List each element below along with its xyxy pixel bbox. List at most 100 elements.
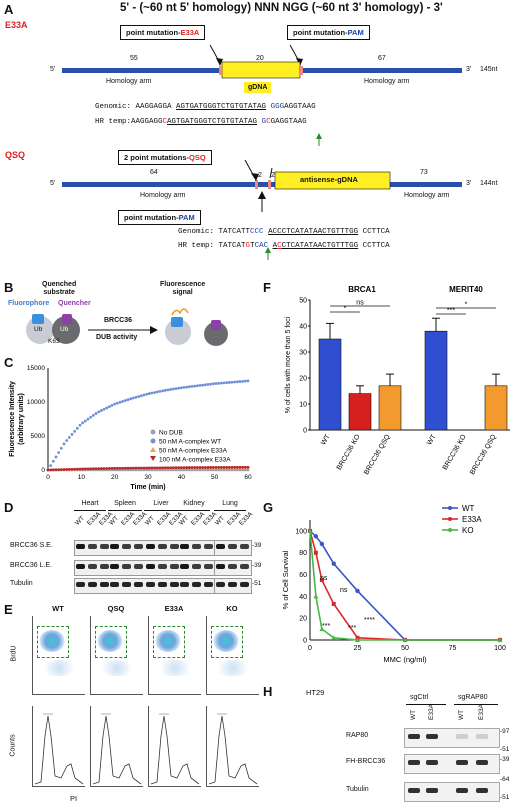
d-band [88, 582, 97, 587]
g-point [319, 626, 325, 632]
f-bar [318, 338, 342, 431]
f-ytick-label: 0 [303, 428, 307, 435]
g-point [313, 550, 318, 555]
c-xtick-label: 30 [144, 474, 152, 481]
e-ylabel-bottom: Counts [9, 734, 17, 757]
d-band [158, 564, 167, 569]
b-arrow-label1: BRCC36 [104, 317, 133, 324]
d-tissue-line [178, 510, 210, 511]
g-legend-marker [448, 528, 452, 532]
qsq-homology-left: Homology arm [140, 192, 186, 199]
panel-c-chart: 0 5000 10000 15000 0 10 20 30 40 50 60 Time (min) Fl… [9, 365, 252, 491]
h-band [408, 760, 420, 765]
c-point-1 [115, 401, 119, 405]
c-point-3 [238, 465, 242, 469]
c-point-3 [94, 467, 98, 471]
c-point-3 [222, 465, 226, 469]
e33a-genomic-seq: Genomic: AAGGAGGA AGTGATGGGTCTGTGTATAG G… [95, 103, 316, 111]
f-sig-label: * [465, 302, 468, 309]
c-point-0 [198, 468, 202, 472]
d-tissue-line [74, 510, 106, 511]
c-point-3 [171, 466, 175, 470]
g-point [402, 637, 408, 642]
c-point-3 [187, 466, 191, 469]
h-group-line [406, 704, 446, 705]
c-point-1 [137, 395, 141, 398]
h-mw-label: -39 [500, 756, 510, 763]
f-bar [424, 330, 448, 431]
e-histogram [32, 706, 85, 787]
c-legend-marker [150, 429, 156, 435]
panel-e-flow: WT QSQ E33A KO BrdU Counts PI [10, 602, 260, 808]
e33a-tag: E33A [5, 20, 28, 30]
e-ylabel-top: BrdU [10, 645, 18, 662]
d-band [158, 544, 167, 549]
c-point-0 [169, 468, 173, 472]
c-point-3 [195, 466, 199, 469]
c-point-1 [195, 384, 199, 388]
e33a-mutation-box: point mutation-E33A [120, 25, 206, 40]
d-band [110, 582, 119, 587]
c-legend-marker [150, 456, 156, 461]
g-point [319, 541, 325, 547]
e-scatter-blob-low [213, 660, 253, 676]
c-point-3 [70, 467, 74, 471]
c-point-1 [201, 383, 205, 387]
f-ytick-label: 50 [299, 298, 307, 305]
c-point-1 [57, 451, 61, 454]
panel-label-f: F [263, 280, 271, 295]
d-band [170, 544, 179, 549]
g-point [355, 588, 360, 594]
c-point-3 [54, 468, 58, 472]
c-point-1 [214, 382, 218, 385]
c-point-0 [243, 468, 247, 472]
c-point-1 [227, 381, 231, 384]
f-ylabel: % of cells with more than 5 foci [285, 316, 292, 413]
g-ytick-label: 100 [295, 528, 307, 535]
c-point-1 [81, 421, 85, 425]
c-point-3 [91, 467, 95, 471]
c-point-1 [51, 459, 55, 463]
qsq-num-2b: 2 [271, 172, 275, 179]
d-band [192, 582, 201, 587]
qsq-num-73: 73 [420, 169, 428, 176]
c-point-1 [225, 381, 229, 385]
e-scatter-blob-low [155, 660, 195, 676]
e-gate [211, 626, 243, 658]
c-point-1 [203, 383, 207, 387]
qsq-pam-box: point mutation-PAM [118, 210, 201, 225]
b-fluorophore-label: Fluorophore [8, 300, 50, 307]
h-cell-line: HT29 [306, 688, 325, 697]
g-xtick-label: 75 [449, 645, 457, 652]
h-lane-label: E33A [478, 704, 485, 720]
g-sig-label: **** [364, 617, 375, 624]
c-point-3 [115, 466, 119, 470]
e-hist-line [150, 715, 200, 785]
c-point-1 [174, 387, 178, 390]
c-point-3 [126, 466, 130, 470]
c-point-3 [182, 466, 186, 470]
panel-b-diagram [26, 308, 228, 346]
e33a-num-20: 20 [256, 55, 264, 62]
h-mw-label: -51 [500, 746, 510, 753]
f-ytick-label: 20 [299, 376, 307, 383]
d-tissue-line [144, 510, 178, 511]
c-point-3 [198, 466, 202, 469]
h-mw-label: -51 [500, 794, 510, 801]
c-point-1 [179, 386, 183, 390]
c-point-1 [139, 394, 143, 398]
h-lane-label: E33A [428, 704, 435, 720]
c-point-1 [118, 400, 122, 404]
c-legend-label: 50 nM A-complex E33A [159, 448, 228, 455]
e-hist-svg [34, 713, 84, 785]
c-point-3 [78, 467, 82, 471]
g-sig-label: ns [340, 587, 348, 594]
c-point-0 [214, 468, 218, 472]
e33a-homology-right: Homology arm [364, 78, 410, 85]
b-ub2: Ub [60, 326, 69, 333]
e-histogram [206, 706, 259, 787]
c-point-3 [190, 466, 194, 469]
d-band [122, 544, 131, 549]
d-tissue-line [214, 510, 246, 511]
panel-g-chart: 0 20 40 60 80 100 0 25 50 75 100 MMC (ng/ml) % of Ce… [281, 504, 506, 664]
